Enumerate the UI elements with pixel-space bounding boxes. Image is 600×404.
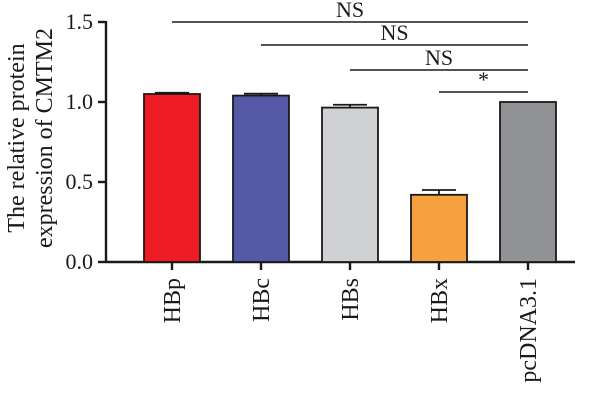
significance-label: NS xyxy=(425,45,453,70)
bar-hbs xyxy=(321,106,379,263)
bar-hbp xyxy=(143,93,201,263)
y-tick-label: 0.5 xyxy=(66,169,94,194)
y-axis-title-line-1: The relative protein xyxy=(4,43,30,232)
significance-label: * xyxy=(478,67,489,92)
y-axis-title-line-2: expression of CMTM2 xyxy=(32,28,58,248)
y-axis-title: The relative protein expression of CMTM2 xyxy=(4,28,58,248)
x-tick-label: pcDNA3.1 xyxy=(516,278,542,383)
x-tick-label: HBs xyxy=(338,278,364,321)
significance-label: NS xyxy=(336,0,364,22)
significance-label: NS xyxy=(380,20,408,45)
y-tick-label: 1.0 xyxy=(66,89,94,114)
y-tick-label: 1.5 xyxy=(66,9,94,34)
bar-pcdna31 xyxy=(499,101,557,263)
x-tick-label: HBc xyxy=(249,278,275,322)
error-bars xyxy=(155,91,456,195)
significance-annotations: NS NS NS * xyxy=(172,0,528,93)
bars xyxy=(143,93,557,270)
x-axis-tick-labels: HBp HBc HBs HBx pcDNA3.1 xyxy=(160,278,542,383)
axes: 0.0 0.5 1.0 1.5 xyxy=(66,9,575,274)
x-tick-label: HBx xyxy=(427,278,453,323)
y-tick-label: 0.0 xyxy=(66,249,94,274)
bar-hbc xyxy=(232,94,290,263)
bar-hbx xyxy=(410,193,468,263)
x-tick-label: HBp xyxy=(160,278,186,323)
